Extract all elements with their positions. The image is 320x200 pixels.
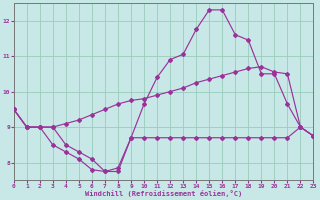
X-axis label: Windchill (Refroidissement éolien,°C): Windchill (Refroidissement éolien,°C) — [85, 190, 242, 197]
